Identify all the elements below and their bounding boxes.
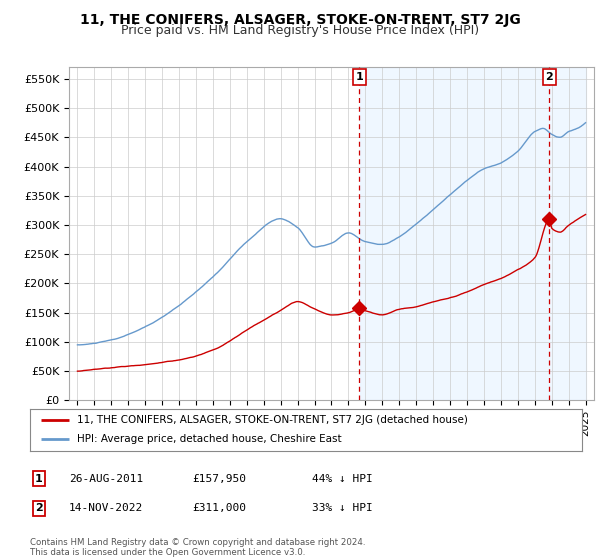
Text: 2: 2 bbox=[545, 72, 553, 82]
Text: Contains HM Land Registry data © Crown copyright and database right 2024.
This d: Contains HM Land Registry data © Crown c… bbox=[30, 538, 365, 557]
Text: 1: 1 bbox=[35, 474, 43, 484]
Text: 1: 1 bbox=[356, 72, 364, 82]
Text: 26-AUG-2011: 26-AUG-2011 bbox=[69, 474, 143, 484]
Text: 11, THE CONIFERS, ALSAGER, STOKE-ON-TRENT, ST7 2JG: 11, THE CONIFERS, ALSAGER, STOKE-ON-TREN… bbox=[80, 13, 520, 27]
Text: 14-NOV-2022: 14-NOV-2022 bbox=[69, 503, 143, 514]
Text: £157,950: £157,950 bbox=[192, 474, 246, 484]
Text: 11, THE CONIFERS, ALSAGER, STOKE-ON-TRENT, ST7 2JG (detached house): 11, THE CONIFERS, ALSAGER, STOKE-ON-TREN… bbox=[77, 415, 468, 425]
Text: £311,000: £311,000 bbox=[192, 503, 246, 514]
Text: 2: 2 bbox=[35, 503, 43, 514]
Text: 44% ↓ HPI: 44% ↓ HPI bbox=[312, 474, 373, 484]
Text: HPI: Average price, detached house, Cheshire East: HPI: Average price, detached house, Ches… bbox=[77, 435, 341, 445]
Text: Price paid vs. HM Land Registry's House Price Index (HPI): Price paid vs. HM Land Registry's House … bbox=[121, 24, 479, 36]
Text: 33% ↓ HPI: 33% ↓ HPI bbox=[312, 503, 373, 514]
